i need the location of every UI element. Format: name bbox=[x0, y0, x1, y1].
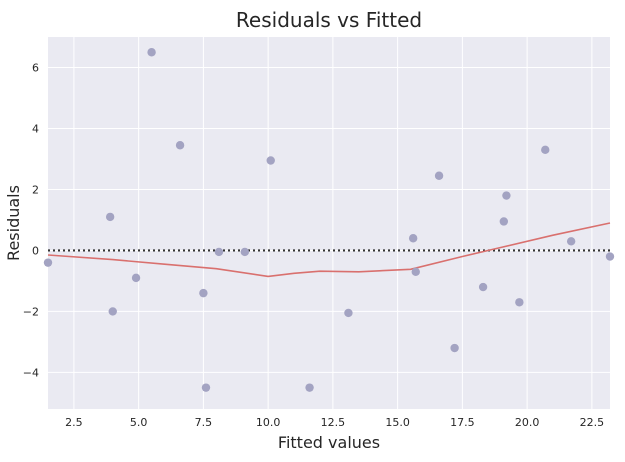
scatter-point bbox=[131, 273, 141, 283]
y-tick-labels: −4 −2 0 2 4 6 bbox=[23, 61, 39, 379]
scatter-point bbox=[108, 307, 117, 316]
x-tick-label: 10.0 bbox=[256, 416, 281, 429]
scatter-point bbox=[43, 258, 53, 267]
scatter-point bbox=[499, 217, 509, 226]
x-tick-label: 5.0 bbox=[130, 416, 148, 429]
chart-title: Residuals vs Fitted bbox=[236, 8, 422, 32]
y-tick-label: −2 bbox=[23, 305, 39, 318]
x-tick-label: 2.5 bbox=[65, 416, 83, 429]
scatter-point bbox=[408, 234, 418, 243]
x-tick-label: 15.0 bbox=[385, 416, 410, 429]
y-tick-label: 2 bbox=[32, 183, 39, 196]
scatter-point bbox=[344, 308, 353, 318]
x-tick-labels: 2.5 5.0 7.5 10.0 12.5 15.0 17.5 20.0 22.5 bbox=[65, 416, 604, 429]
x-tick-label: 17.5 bbox=[450, 416, 475, 429]
scatter-point bbox=[199, 288, 208, 298]
scatter-point bbox=[434, 171, 444, 180]
scatter-point bbox=[105, 212, 115, 222]
x-tick-label: 20.0 bbox=[515, 416, 540, 429]
lowess-line bbox=[47, 222, 611, 278]
scatter-points bbox=[43, 48, 615, 392]
grid-lines bbox=[48, 37, 610, 409]
scatter-point bbox=[541, 145, 550, 155]
plot-area-background bbox=[48, 37, 610, 409]
scatter-point bbox=[266, 156, 275, 165]
scatter-point bbox=[515, 298, 524, 307]
y-axis-label: Residuals bbox=[4, 185, 23, 261]
lowess-line-group bbox=[47, 222, 611, 278]
y-tick-label: 4 bbox=[32, 122, 39, 135]
scatter-point bbox=[478, 282, 488, 292]
scatter-point bbox=[214, 247, 224, 257]
y-tick-label: 6 bbox=[32, 61, 39, 74]
y-tick-label: −4 bbox=[23, 366, 39, 379]
scatter-point bbox=[450, 343, 459, 353]
scatter-point bbox=[502, 191, 511, 200]
scatter-point bbox=[305, 383, 314, 392]
scatter-point bbox=[240, 247, 250, 257]
scatter-point bbox=[605, 252, 615, 261]
x-tick-label: 22.5 bbox=[580, 416, 605, 429]
scatter-point bbox=[411, 267, 420, 276]
scatter-point bbox=[201, 383, 211, 392]
x-axis-label: Fitted values bbox=[278, 433, 380, 452]
y-tick-label: 0 bbox=[32, 244, 39, 257]
scatter-point bbox=[566, 237, 576, 246]
x-tick-label: 7.5 bbox=[195, 416, 213, 429]
x-tick-label: 12.5 bbox=[321, 416, 346, 429]
scatter-point bbox=[147, 48, 156, 57]
scatter-point bbox=[175, 141, 185, 150]
